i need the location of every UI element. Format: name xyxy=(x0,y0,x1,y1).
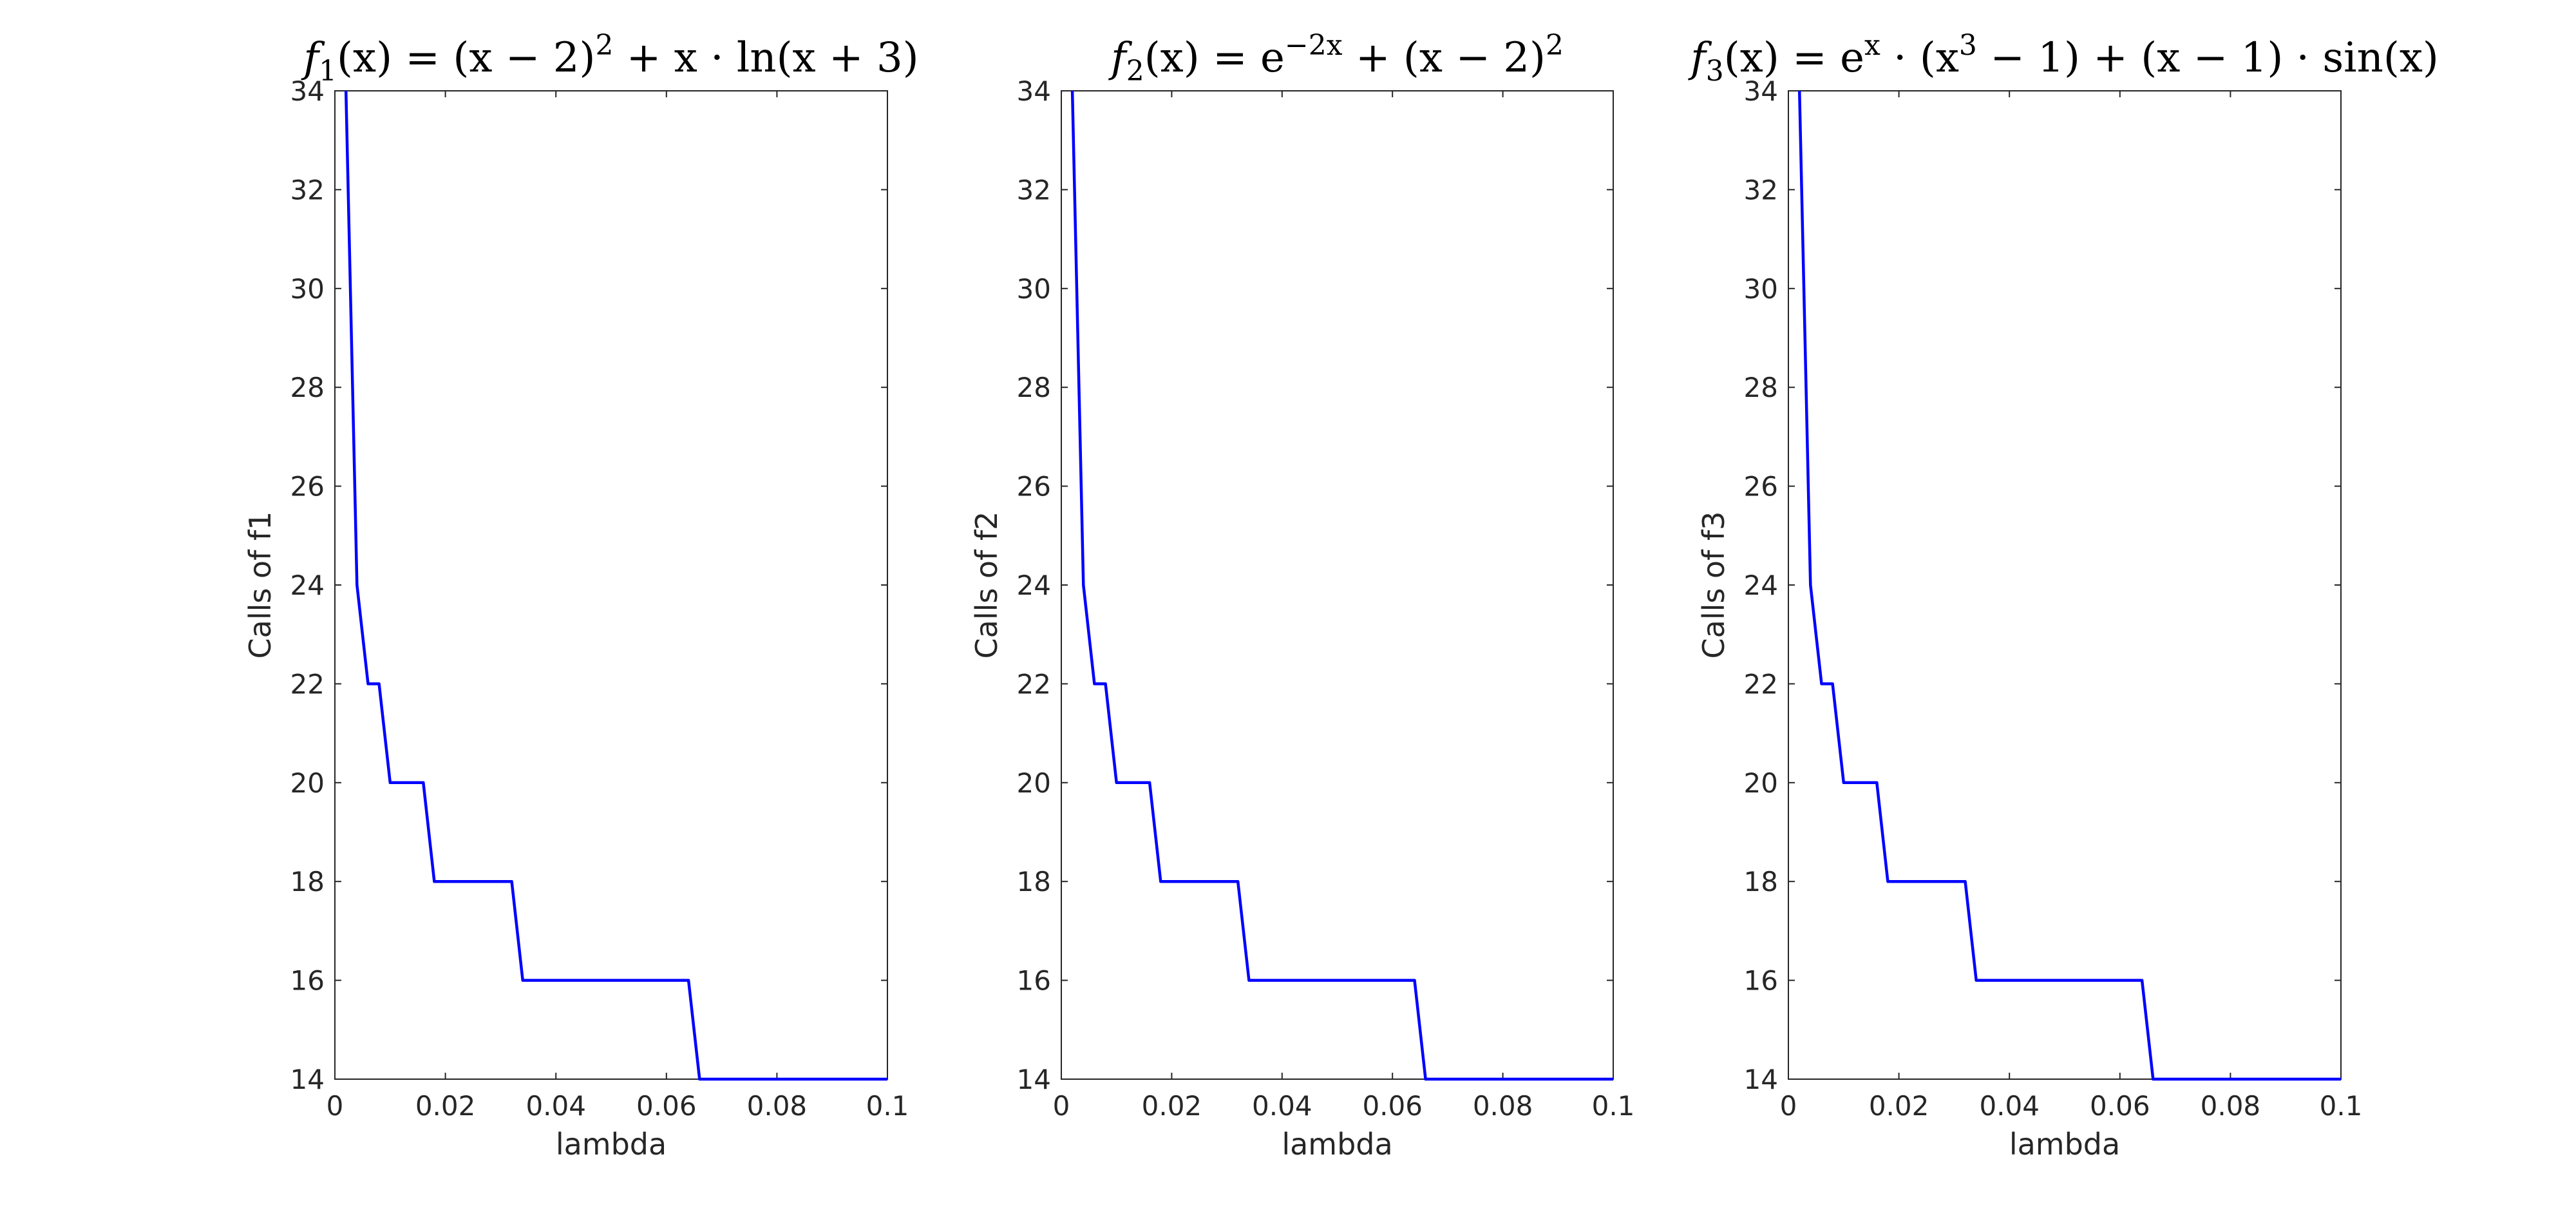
x-tick-label: 0.1 xyxy=(1592,1090,1635,1122)
y-tick-label: 16 xyxy=(290,965,325,997)
x-tick-label: 0.1 xyxy=(2320,1090,2363,1122)
y-tick-label: 20 xyxy=(1017,767,1051,799)
y-tick-label: 32 xyxy=(1017,174,1051,206)
subplots: 0 0.02 0.04 0.06 0.08 0.1 14 16 18 20 22 24 26 28 30 32… xyxy=(243,29,2439,1162)
y-tick-label: 16 xyxy=(1017,965,1051,997)
x-tick-label: 0.06 xyxy=(2090,1090,2150,1122)
y-tick-label: 30 xyxy=(1017,273,1051,305)
x-axis-label: lambda xyxy=(2009,1127,2120,1162)
x-tick-label: 0.1 xyxy=(866,1090,909,1122)
y-axis-label: Calls of f2 xyxy=(969,512,1004,659)
subplot-title: f2(x) = e−2x + (x − 2)2 xyxy=(1108,29,1564,88)
y-tick-label: 24 xyxy=(1017,570,1051,601)
x-tick-label: 0.08 xyxy=(1473,1090,1533,1122)
subplot-2: 0 0.02 0.04 0.06 0.08 0.1 14 16 18 20 22 24 26 28 30 32… xyxy=(969,29,1634,1162)
y-tick-label: 32 xyxy=(290,174,325,206)
x-tick-label: 0.06 xyxy=(636,1090,697,1122)
y-tick-label: 22 xyxy=(1744,668,1778,700)
y-tick-label: 32 xyxy=(1744,174,1778,206)
x-tick-label: 0.02 xyxy=(1142,1090,1202,1122)
y-tick-label: 18 xyxy=(1744,866,1778,897)
x-tick-label: 0.06 xyxy=(1362,1090,1423,1122)
y-tick-label: 24 xyxy=(290,570,325,601)
subplot-1: 0 0.02 0.04 0.06 0.08 0.1 14 16 18 20 22 24 26 28 30 32… xyxy=(243,29,919,1162)
x-tick-label: 0.04 xyxy=(1252,1090,1312,1122)
y-tick-label: 14 xyxy=(290,1064,325,1095)
y-tick-label: 14 xyxy=(1744,1064,1778,1095)
y-tick-label: 28 xyxy=(1017,372,1051,403)
y-tick-label: 20 xyxy=(290,767,325,799)
y-tick-label: 26 xyxy=(1017,471,1051,503)
y-tick-label: 18 xyxy=(290,866,325,897)
y-tick-label: 22 xyxy=(1017,668,1051,700)
y-tick-label: 26 xyxy=(290,471,325,503)
y-tick-label: 18 xyxy=(1017,866,1051,897)
x-tick-label: 0.02 xyxy=(1869,1090,1929,1122)
y-tick-label: 28 xyxy=(1744,372,1778,403)
y-tick-label: 20 xyxy=(1744,767,1778,799)
y-tick-label: 24 xyxy=(1744,570,1778,601)
y-tick-label: 22 xyxy=(290,668,325,700)
series-line xyxy=(344,90,887,1081)
y-tick-label: 34 xyxy=(1744,75,1778,107)
x-tick-label: 0.08 xyxy=(2201,1090,2261,1122)
y-tick-label: 34 xyxy=(290,75,325,107)
series-line xyxy=(1797,90,2341,1081)
x-tick-label: 0 xyxy=(1053,1090,1070,1122)
x-tick-label: 0.08 xyxy=(747,1090,808,1122)
x-tick-label: 0.04 xyxy=(526,1090,586,1122)
x-tick-label: 0.02 xyxy=(415,1090,476,1122)
y-tick-label: 30 xyxy=(1744,273,1778,305)
x-tick-label: 0 xyxy=(327,1090,344,1122)
subplot-3: 0 0.02 0.04 0.06 0.08 0.1 14 16 18 20 22 24 26 28 30 32… xyxy=(1688,29,2439,1162)
subplot-title: f1(x) = (x − 2)2 + x · ln(x + 3) xyxy=(301,29,918,88)
x-tick-label: 0 xyxy=(1780,1090,1797,1122)
y-axis-label: Calls of f1 xyxy=(243,512,278,659)
subplot-title: f3(x) = ex · (x3 − 1) + (x − 1) · sin(x) xyxy=(1688,29,2439,88)
y-tick-label: 26 xyxy=(1744,471,1778,503)
y-tick-label: 34 xyxy=(1017,75,1051,107)
y-tick-label: 14 xyxy=(1017,1064,1051,1095)
series-line xyxy=(1070,90,1613,1081)
y-tick-label: 28 xyxy=(290,372,325,403)
x-axis-label: lambda xyxy=(1282,1127,1392,1162)
x-tick-label: 0.04 xyxy=(1979,1090,2040,1122)
y-tick-label: 16 xyxy=(1744,965,1778,997)
x-axis-label: lambda xyxy=(556,1127,667,1162)
y-axis-label: Calls of f3 xyxy=(1696,512,1731,659)
y-tick-label: 30 xyxy=(290,273,325,305)
